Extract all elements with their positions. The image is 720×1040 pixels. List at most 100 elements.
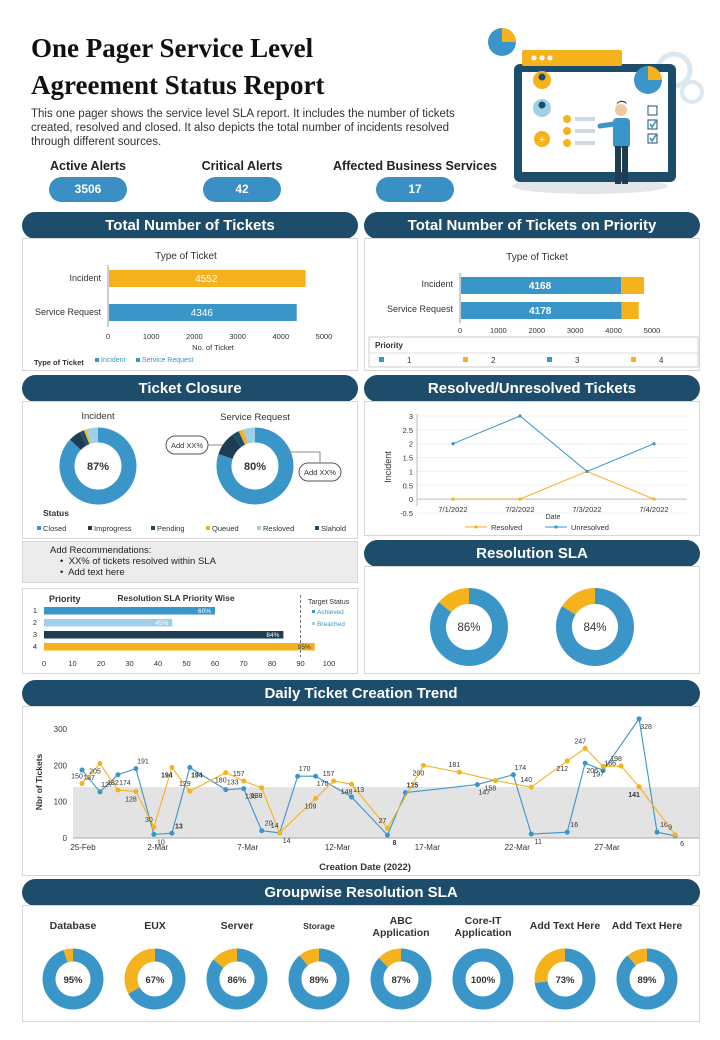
data-value-label: 132: [107, 780, 119, 787]
header-resolution-sla: Resolution SLA: [364, 540, 700, 567]
x-tick-label: 0: [458, 326, 462, 335]
x-tick-label: 1000: [490, 326, 507, 335]
legend-title: Target Status: [308, 599, 350, 606]
legend-swatch: [631, 357, 636, 362]
data-point: [331, 778, 337, 784]
data-point: [349, 794, 355, 800]
data-value-label: 14: [283, 838, 291, 845]
y-tick-label: 1.5: [403, 454, 413, 463]
callout-label: Add XX%: [304, 468, 336, 477]
bar: [461, 277, 622, 294]
y-tick-label: 300: [54, 725, 68, 734]
data-value-label: 27: [379, 818, 387, 825]
data-point: [223, 770, 229, 776]
groupwise-sla-slice: [627, 948, 648, 966]
data-value-label: 194: [191, 773, 203, 780]
header-daily-trend: Daily Ticket Creation Trend: [22, 680, 700, 707]
data-value-label: 113: [353, 787, 364, 794]
x-tick-label: 7/2/2022: [505, 505, 534, 514]
donut-center-label: 80%: [244, 461, 266, 473]
x-tick-label: 4000: [605, 326, 622, 335]
x-tick-label: 3000: [229, 332, 246, 341]
x-tick-label: 100: [323, 659, 336, 668]
donut-title: Incident: [81, 411, 115, 422]
legend-label: Closed: [43, 524, 66, 533]
callout-line: [285, 451, 321, 463]
legend-marker: [554, 525, 558, 529]
x-tick-label: 50: [182, 659, 190, 668]
data-point: [115, 787, 121, 793]
legend-swatch: [206, 526, 210, 530]
data-value-label: 197: [592, 771, 604, 778]
legend-label: Breached: [317, 621, 345, 628]
data-value-label: 125: [407, 783, 419, 790]
category-label: Incident: [69, 273, 101, 283]
data-value-label: 30: [145, 817, 153, 824]
critical-alerts-label: Critical Alerts: [201, 159, 283, 173]
data-point: [151, 824, 157, 830]
data-point: [313, 773, 319, 779]
donut-title: Service Request: [220, 412, 290, 423]
data-point: [528, 784, 534, 790]
legend-marker: [474, 525, 478, 529]
data-value-label: 16: [570, 822, 578, 829]
legend-label: 1: [407, 356, 412, 365]
data-point: [518, 497, 522, 501]
bar-value-label: 4178: [529, 306, 552, 317]
donut-center-label: 100%: [471, 975, 496, 986]
callout-label: Add XX%: [171, 441, 203, 450]
affected-services-value: 17: [376, 177, 454, 202]
group-title: Database: [50, 920, 97, 932]
recommendation-item: • Add text here: [60, 567, 125, 578]
legend-box: [368, 336, 699, 368]
data-value-label: 187: [83, 775, 95, 782]
category-label: Service Request: [387, 304, 454, 314]
legend-label: 2: [491, 356, 496, 365]
groupwise-sla-slice: [124, 948, 156, 994]
x-tick-label: 90: [296, 659, 304, 668]
data-value-label: 14: [271, 823, 279, 830]
data-point: [151, 831, 157, 837]
bar: [109, 270, 306, 287]
groupwise-sla-slice: [42, 948, 104, 1010]
data-point: [582, 745, 588, 751]
data-value-label: 157: [323, 771, 335, 778]
donut-center-label: 95%: [63, 975, 83, 986]
presenter-figure: [597, 100, 630, 184]
legend-swatch: [151, 526, 155, 530]
header-groupwise: Groupwise Resolution SLA: [22, 879, 700, 906]
closure-slice: [238, 429, 248, 445]
legend-swatch: [463, 357, 468, 362]
data-value-label: 157: [233, 771, 245, 778]
resolution-sla-chart: 86% 84%: [364, 566, 700, 674]
groupwise-sla-slice: [213, 948, 238, 969]
x-tick-label: 5000: [316, 332, 333, 341]
data-point: [385, 825, 390, 831]
x-axis-label: Date: [546, 514, 561, 521]
data-value-label: 109: [305, 803, 317, 810]
legend-swatch: [88, 526, 92, 530]
legend-swatch: [136, 358, 140, 362]
data-value-label: 328: [640, 724, 652, 731]
x-tick-label: 40: [154, 659, 162, 668]
donut-center-label: 89%: [637, 975, 657, 986]
x-axis-label: Creation Date (2022): [319, 862, 411, 873]
bar: [44, 607, 215, 615]
legend-title: Status: [43, 508, 69, 518]
group-title: Core-IT: [465, 915, 502, 927]
closure-slice: [69, 432, 87, 451]
tickets-priority-chart: Type of Ticket Incident 4168 Service Reques…: [364, 238, 700, 371]
series-line: [453, 470, 655, 500]
groupwise-sla-slice: [370, 948, 432, 1010]
group-title: Add Text Here: [530, 920, 601, 932]
group-title: Server: [221, 920, 254, 932]
data-point: [518, 414, 522, 418]
data-point: [241, 778, 247, 784]
legend-label: Resolved: [491, 523, 522, 532]
x-tick-label: 27-Mar: [594, 843, 620, 852]
data-point: [259, 785, 265, 791]
y-tick-label: 2: [409, 440, 413, 449]
data-value-label: 10: [157, 839, 165, 846]
data-value-label: 150: [71, 774, 83, 781]
data-value-label: 136: [245, 794, 257, 801]
